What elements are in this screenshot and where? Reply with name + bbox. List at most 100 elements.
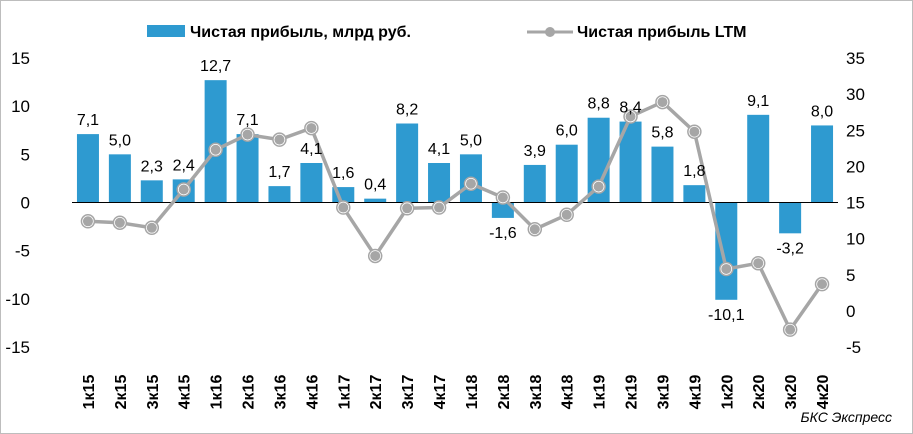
bar-data-label: 5,0 (460, 132, 482, 149)
legend-bar-swatch (147, 25, 185, 37)
y-left-tick-label: 15 (11, 49, 30, 68)
x-tick-label: 3к18 (528, 375, 545, 410)
bar (619, 121, 642, 203)
x-tick-label: 3к17 (400, 375, 417, 410)
bar (204, 80, 227, 203)
x-tick-label: 1к20 (719, 375, 736, 410)
x-tick-label: 2к19 (624, 375, 641, 410)
x-tick-label: 2к18 (496, 375, 513, 410)
ltm-point-fill (434, 202, 445, 213)
y-right-tick-label: 10 (846, 230, 865, 249)
bar-data-label: 3,9 (524, 143, 546, 160)
legend-bar-label: Чистая прибыль, млрд руб. (190, 24, 411, 41)
x-tick-label: 3к20 (783, 375, 800, 410)
ltm-point-fill (593, 181, 604, 192)
x-axis: 1к15 2к15 3к15 4к15 1к16 2к16 3к16 4к16 1к17 2к17… (81, 375, 832, 410)
bar (236, 134, 259, 203)
ltm-point-fill (178, 184, 189, 195)
x-tick-label: 3к16 (272, 375, 289, 410)
x-tick-label: 4к18 (560, 375, 577, 410)
ltm-line-series (80, 94, 830, 337)
ltm-point-fill (274, 134, 285, 145)
ltm-point-fill (625, 111, 636, 122)
bar (364, 198, 387, 203)
x-tick-label: 1к17 (336, 375, 353, 410)
y-right-axis: 35 30 25 20 15 10 5 0 -5 (846, 49, 865, 357)
bar-data-labels: 7,1 5,0 2,3 2,4 12,7 7,1 1,7 4,1 1,6 0,4 8,2 4,1 5,0… (77, 58, 833, 324)
y-left-tick-label: -5 (15, 242, 30, 261)
ltm-point-fill (465, 178, 476, 189)
bar-data-label: 1,6 (332, 165, 354, 182)
ltm-point-fill (210, 144, 221, 155)
y-left-tick-label: -10 (5, 290, 30, 309)
bar-data-label: -3,2 (776, 240, 804, 257)
ltm-point-fill (402, 203, 413, 214)
ltm-point-fill (82, 216, 93, 227)
ltm-point-fill (497, 192, 508, 203)
y-right-tick-label: -5 (846, 338, 861, 357)
bar (523, 164, 546, 203)
bar (396, 123, 419, 203)
bar (683, 185, 706, 203)
bar-data-label: 2,4 (173, 157, 195, 174)
x-tick-label: 4к15 (177, 375, 194, 410)
ltm-point-fill (242, 129, 253, 140)
ltm-point-fill (370, 250, 381, 261)
bar-data-label: 1,7 (268, 164, 290, 181)
y-left-tick-label: 10 (11, 97, 30, 116)
y-right-tick-label: 15 (846, 194, 865, 213)
x-tick-label: 1к15 (81, 375, 98, 410)
ltm-point-fill (146, 222, 157, 233)
x-tick-label: 2к17 (368, 375, 385, 410)
bar-data-label: 7,1 (236, 112, 258, 129)
x-tick-label: 1к18 (464, 375, 481, 410)
y-left-tick-label: 0 (21, 194, 30, 213)
y-right-tick-label: 30 (846, 85, 865, 104)
x-tick-label: 1к19 (592, 375, 609, 410)
bar-data-label: 4,1 (300, 141, 322, 158)
bar-data-label: -1,6 (489, 225, 517, 242)
ltm-point-fill (306, 123, 317, 134)
x-tick-label: 4к19 (687, 375, 704, 410)
y-right-tick-label: 5 (846, 266, 855, 285)
x-tick-label: 1к16 (209, 375, 226, 410)
legend-line-marker (545, 27, 555, 37)
x-tick-label: 4к20 (815, 375, 832, 410)
bar-data-label: 12,7 (200, 58, 231, 75)
bar-data-label: 5,8 (651, 125, 673, 142)
bar (555, 144, 578, 203)
bar-data-label: 2,3 (141, 158, 163, 175)
ltm-point-fill (785, 324, 796, 335)
bar-data-label: 8,8 (588, 96, 610, 113)
x-tick-label: 2к15 (113, 375, 130, 410)
bar (811, 125, 834, 203)
y-left-tick-label: 5 (21, 145, 30, 164)
ltm-point-fill (657, 97, 668, 108)
ltm-point-fill (529, 224, 540, 235)
bar (747, 114, 770, 203)
ltm-point-fill (561, 209, 572, 220)
ltm-point-fill (114, 217, 125, 228)
ltm-point-fill (721, 263, 732, 274)
x-tick-label: 4к17 (432, 375, 449, 410)
ltm-point-fill (817, 279, 828, 290)
bar (779, 202, 802, 234)
y-right-tick-label: 25 (846, 121, 865, 140)
bar-data-label: 8,2 (396, 102, 418, 119)
bar (715, 202, 738, 300)
ltm-point-fill (753, 258, 764, 269)
y-right-tick-label: 35 (846, 49, 865, 68)
bar-data-label: 8,4 (619, 100, 641, 117)
bar (428, 163, 451, 203)
bar-data-label: 6,0 (556, 123, 578, 140)
bar-data-label: 0,4 (364, 177, 386, 194)
bar-data-label: 9,1 (747, 93, 769, 110)
bar-data-label: 7,1 (77, 112, 99, 129)
legend: Чистая прибыль, млрд руб. Чистая прибыль… (147, 24, 746, 41)
bar-data-label: -10,1 (708, 307, 745, 324)
bar (300, 163, 323, 203)
bar (76, 134, 99, 203)
legend-line-label: Чистая прибыль LTM (577, 24, 746, 41)
